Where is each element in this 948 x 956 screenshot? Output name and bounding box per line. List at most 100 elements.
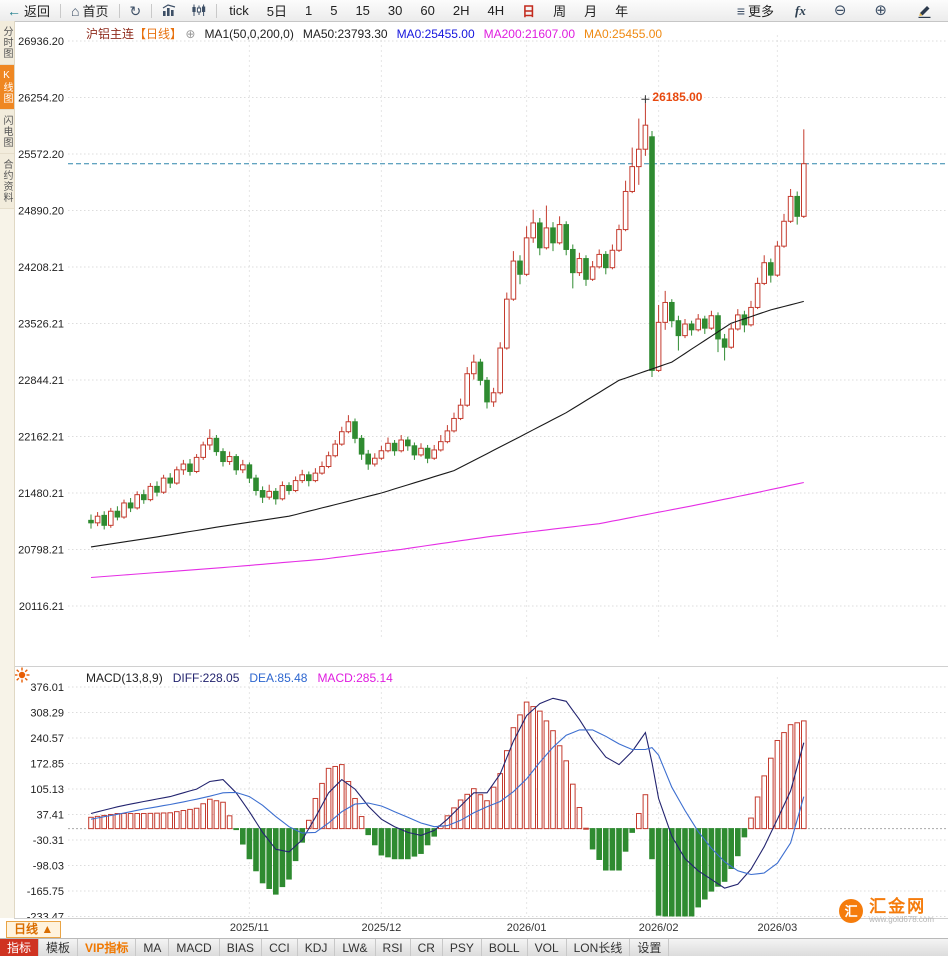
x-axis-label: 2026/02 xyxy=(638,922,679,934)
bottom-tab-9[interactable]: RSI xyxy=(376,939,411,956)
bottom-tab-7[interactable]: KDJ xyxy=(298,939,336,956)
rail-tab-0[interactable]: 分时图 xyxy=(0,21,14,65)
rail-tab-1[interactable]: K线图 xyxy=(0,65,14,110)
period-button-周[interactable]: 周 xyxy=(553,4,567,19)
candle-chart-view-button[interactable] xyxy=(184,0,213,21)
macd-bar xyxy=(88,816,94,830)
bottom-tab-5[interactable]: BIAS xyxy=(220,939,263,956)
candle-body xyxy=(141,494,147,501)
macd-bar xyxy=(801,720,807,830)
period-button-15[interactable]: 15 xyxy=(355,3,370,18)
back-label: 返回 xyxy=(24,4,51,19)
candle-body xyxy=(398,439,404,452)
candle-body xyxy=(154,485,160,493)
period-button-日[interactable]: 日 xyxy=(522,4,536,19)
more-button[interactable]: ≡ 更多 xyxy=(730,0,781,21)
y-axis-label: 37.41 xyxy=(36,810,64,822)
period-button-5[interactable]: 5 xyxy=(330,3,338,18)
bottom-tab-3[interactable]: MA xyxy=(136,939,170,956)
zoom-out-button[interactable]: ⊖ xyxy=(820,0,861,21)
candle-body xyxy=(622,190,629,231)
candle-body xyxy=(669,301,675,322)
macd-bar xyxy=(537,710,543,830)
candle-body xyxy=(167,477,173,484)
indicator-tab-bar: 指标 模板 VIP指标 MA MACD BIAS CCI KDJ LW& RSI CR PSY BOLL… xyxy=(0,938,948,956)
candle-body xyxy=(352,421,358,439)
candle-body xyxy=(438,441,444,451)
add-indicator-icon[interactable]: ⊕ xyxy=(185,27,196,41)
candle-body xyxy=(583,258,589,280)
candle-body xyxy=(345,421,352,433)
period-button-30[interactable]: 30 xyxy=(387,3,403,18)
bottom-tab-11[interactable]: PSY xyxy=(443,939,482,956)
site-watermark: 汇 汇金网 www.gold678.com xyxy=(839,897,934,924)
y-axis-label: 22844.21 xyxy=(18,375,64,387)
bottom-tab-6[interactable]: CCI xyxy=(262,939,298,956)
y-axis-label: 25572.20 xyxy=(18,149,64,161)
macd-bar xyxy=(160,812,167,830)
macd-bar xyxy=(682,828,688,917)
macd-bar xyxy=(583,827,589,830)
home-icon: ⌂ xyxy=(71,2,80,19)
rail-tab-3[interactable]: 合约资料 xyxy=(0,154,14,209)
period-button-5日[interactable]: 5日 xyxy=(266,4,287,19)
candle-body xyxy=(523,237,530,275)
candle-body xyxy=(292,480,299,492)
candle-body xyxy=(339,431,345,445)
period-button-60[interactable]: 60 xyxy=(420,3,435,18)
y-axis-label: 23526.21 xyxy=(18,318,64,330)
macd-bar xyxy=(372,828,378,846)
period-button-1[interactable]: 1 xyxy=(304,3,313,18)
refresh-button[interactable]: ↻ xyxy=(123,0,149,21)
bottom-tab-0[interactable]: 指标 xyxy=(0,939,40,956)
main-candlestick-chart[interactable]: 26936.20 26254.20 25572.20 24890.20 24208.21… xyxy=(14,21,948,666)
bottom-tab-10[interactable]: CR xyxy=(411,939,443,956)
bottom-tab-13[interactable]: VOL xyxy=(528,939,567,956)
bottom-tab-12[interactable]: BOLL xyxy=(482,939,528,956)
macd-bar xyxy=(306,819,312,830)
bottom-tab-2[interactable]: VIP指标 xyxy=(78,939,137,956)
indicator-settings-icon[interactable] xyxy=(14,667,30,683)
bottom-tab-8[interactable]: LW& xyxy=(335,939,376,956)
period-button-年[interactable]: 年 xyxy=(615,4,629,19)
zoom-in-button[interactable]: ⊕ xyxy=(860,0,901,21)
bar-chart-view-button[interactable] xyxy=(155,0,184,21)
candle-body xyxy=(372,457,378,465)
diff-line xyxy=(90,697,805,889)
period-button-4H[interactable]: 4H xyxy=(487,3,505,18)
macd-bar xyxy=(444,815,451,830)
formula-button[interactable]: fx xyxy=(781,0,820,21)
y-axis-label: 20798.21 xyxy=(18,544,64,556)
x-axis-date-row: 2025/11 2025/12 2026/01 2026/02 2026/03 xyxy=(14,919,948,939)
candle-body xyxy=(477,361,484,381)
candle-body xyxy=(675,320,682,337)
macd-bar xyxy=(741,828,748,838)
bottom-tab-1[interactable]: 模板 xyxy=(39,939,79,956)
bottom-tab-15[interactable]: 设置 xyxy=(630,939,670,956)
macd-bar xyxy=(603,828,609,871)
draw-tool-button[interactable] xyxy=(901,0,948,21)
ma-settings-label: MA1(50,0,200,0) xyxy=(204,26,294,41)
candle-body xyxy=(444,430,451,443)
rail-tab-2[interactable]: 闪电图 xyxy=(0,110,14,154)
bottom-tab-14[interactable]: LON长线 xyxy=(567,939,631,956)
candle-body xyxy=(543,227,550,249)
period-button-2H[interactable]: 2H xyxy=(452,3,470,18)
macd-indicator-chart[interactable]: 376.01 308.29 240.57 172.85 105.13 37.41 -30.3… xyxy=(14,667,948,918)
candle-body xyxy=(715,315,721,340)
toolbar-separator xyxy=(151,3,153,18)
macd-bar xyxy=(629,828,636,833)
bottom-tab-4[interactable]: MACD xyxy=(169,939,220,956)
toolbar-separator xyxy=(118,3,120,18)
macd-bar xyxy=(273,828,279,895)
period-button-月[interactable]: 月 xyxy=(584,4,598,19)
candle-body xyxy=(273,490,279,500)
period-button-tick[interactable]: tick xyxy=(229,3,249,18)
home-button[interactable]: ⌂ 首页 xyxy=(64,0,115,21)
macd-bar xyxy=(616,828,622,871)
macd-bar xyxy=(735,828,741,857)
back-button[interactable]: ← 返回 xyxy=(0,0,57,21)
macd-bar xyxy=(550,730,556,830)
candle-body xyxy=(220,451,226,463)
period-selector-dropdown[interactable]: 日线 ▲ xyxy=(6,921,62,938)
